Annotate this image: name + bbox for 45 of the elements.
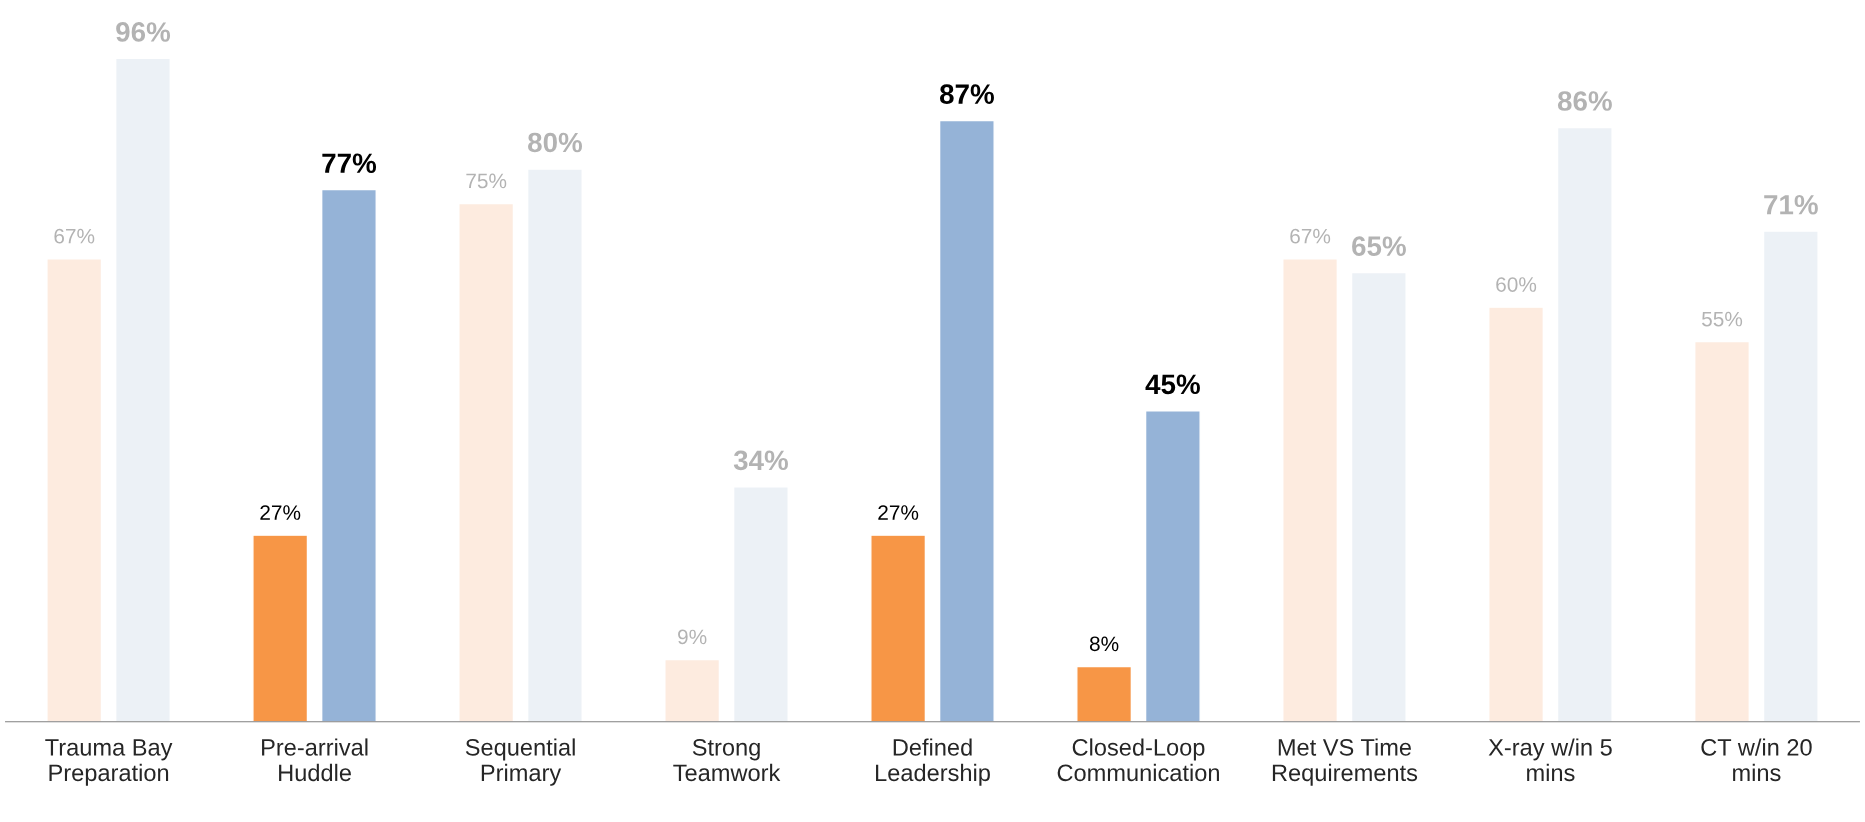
- data-label: 27%: [878, 505, 919, 520]
- data-label: 8%: [1089, 636, 1119, 652]
- data-label: 71%: [1764, 194, 1818, 215]
- x-tick-label: CT w/in 20 mins: [1701, 738, 1812, 782]
- bar: [1144, 410, 1201, 722]
- data-label: 9%: [678, 629, 707, 645]
- bar: [252, 534, 309, 722]
- bar: [526, 168, 583, 722]
- data-label: 60%: [1496, 277, 1537, 292]
- data-label: 67%: [1290, 228, 1331, 244]
- x-tick-label: Trauma Bay Preparation: [45, 739, 173, 786]
- x-tick-label: Defined Leadership: [876, 738, 990, 786]
- data-label: 65%: [1352, 236, 1406, 256]
- data-label: 27%: [260, 505, 301, 520]
- x-tick-label: Met VS Time Requirements: [1272, 738, 1418, 786]
- bar: [1488, 306, 1545, 722]
- bar: [938, 119, 995, 722]
- bar: [114, 57, 171, 722]
- bar: [1694, 340, 1751, 722]
- x-tick-label: Strong Teamwork: [673, 739, 781, 782]
- bar: [458, 202, 515, 722]
- data-label: 34%: [733, 450, 788, 471]
- bar: [46, 258, 103, 722]
- data-label: 75%: [466, 173, 507, 189]
- data-label: 67%: [54, 228, 95, 244]
- bar: [1350, 271, 1407, 722]
- x-tick-label: Sequential Primary: [465, 738, 575, 786]
- bar: [870, 534, 927, 722]
- data-label: 87%: [939, 84, 994, 104]
- data-label: 80%: [528, 132, 583, 153]
- x-tick-label: X-ray w/in 5 mins: [1488, 738, 1612, 782]
- bar: [320, 188, 377, 722]
- x-tick-label: Pre-arrival Huddle: [262, 738, 368, 782]
- bar: [1762, 230, 1819, 722]
- bar: [732, 486, 789, 722]
- data-label: 96%: [116, 22, 171, 42]
- bar: [664, 658, 721, 722]
- bar: [1556, 126, 1613, 722]
- data-label: 77%: [322, 153, 377, 173]
- bar: [1076, 665, 1133, 722]
- data-label: 45%: [1145, 374, 1200, 395]
- data-label: 86%: [1557, 91, 1612, 111]
- data-label: 55%: [1702, 311, 1743, 327]
- bar: [1282, 258, 1339, 722]
- x-tick-label: Closed-Loop Communication: [1057, 738, 1219, 782]
